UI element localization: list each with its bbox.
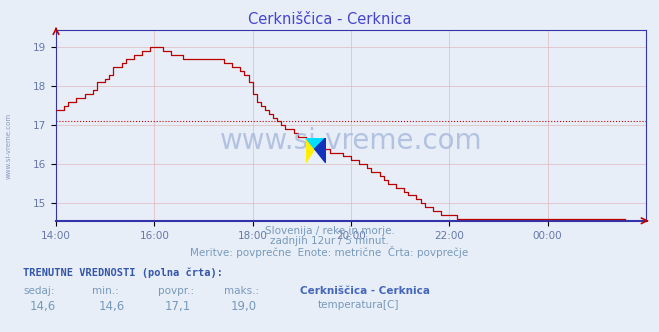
Text: 14,6: 14,6 xyxy=(30,300,56,313)
Text: TRENUTNE VREDNOSTI (polna črta):: TRENUTNE VREDNOSTI (polna črta): xyxy=(23,267,223,278)
Text: povpr.:: povpr.: xyxy=(158,286,194,295)
Text: 17,1: 17,1 xyxy=(165,300,191,313)
Text: Cerkniščica - Cerknica: Cerkniščica - Cerknica xyxy=(300,286,430,295)
Polygon shape xyxy=(306,138,326,149)
Text: www.si-vreme.com: www.si-vreme.com xyxy=(219,126,482,155)
Text: min.:: min.: xyxy=(92,286,119,295)
Text: 14,6: 14,6 xyxy=(99,300,125,313)
Polygon shape xyxy=(315,138,326,163)
Text: maks.:: maks.: xyxy=(224,286,259,295)
Text: Meritve: povprečne  Enote: metrične  Črta: povprečje: Meritve: povprečne Enote: metrične Črta:… xyxy=(190,246,469,258)
Polygon shape xyxy=(306,138,315,163)
Text: sedaj:: sedaj: xyxy=(23,286,55,295)
Text: www.si-vreme.com: www.si-vreme.com xyxy=(5,113,12,179)
Text: zadnjih 12ur / 5 minut.: zadnjih 12ur / 5 minut. xyxy=(270,236,389,246)
Text: 19,0: 19,0 xyxy=(231,300,257,313)
Text: Cerkniščica - Cerknica: Cerkniščica - Cerknica xyxy=(248,12,411,27)
Text: temperatura[C]: temperatura[C] xyxy=(318,300,399,310)
Text: Slovenija / reke in morje.: Slovenija / reke in morje. xyxy=(264,226,395,236)
